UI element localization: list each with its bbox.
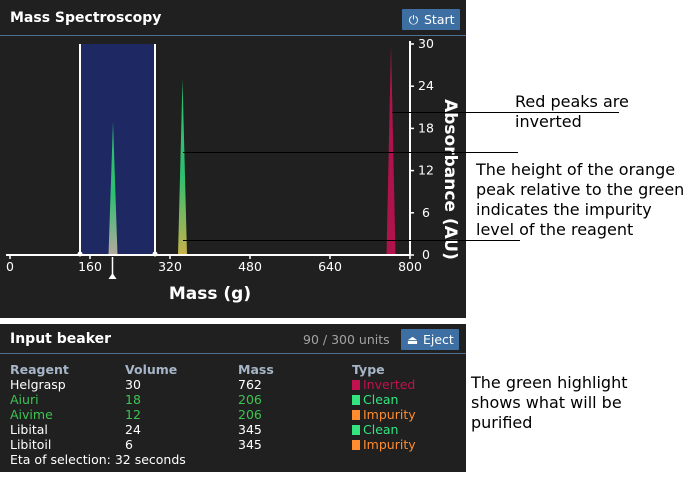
reagent-name: Aiuri [10, 392, 39, 407]
eject-icon: ⏏ [406, 333, 419, 347]
reagent-type-label: Clean [363, 422, 399, 437]
reagent-mass: 206 [238, 392, 262, 407]
header-type: Type [352, 362, 385, 377]
x-tick-label: 800 [398, 259, 422, 274]
header-volume: Volume [125, 362, 178, 377]
reagent-mass: 762 [238, 377, 262, 392]
beaker-header: Input beaker 90 / 300 units ⏏ Eject [0, 324, 466, 354]
header-reagent: Reagent [10, 362, 69, 377]
annotation-green-highlight: The green highlight shows what will be p… [471, 373, 628, 432]
reagent-type-label: Impurity [363, 437, 416, 452]
reagent-type-label: Clean [363, 392, 399, 407]
x-axis-title: Mass (g) [169, 284, 251, 304]
eject-button[interactable]: ⏏ Eject [401, 329, 459, 350]
y-tick-label: 18 [418, 120, 434, 135]
beaker-units: 90 / 300 units [303, 332, 390, 347]
type-swatch [352, 380, 360, 390]
annotation-line-orange-base [183, 240, 520, 241]
spectroscopy-title: Mass Spectroscopy [10, 10, 162, 26]
power-icon: ⏻ [408, 13, 419, 27]
type-swatch [352, 440, 360, 450]
annotation-red-peaks: Red peaks are inverted [515, 92, 629, 131]
type-swatch [352, 425, 360, 435]
annotation-line-red [392, 112, 619, 113]
reagent-mass: 345 [238, 422, 262, 437]
start-button-label: Start [424, 12, 455, 27]
reagent-volume: 12 [125, 407, 141, 422]
x-tick-label: 320 [158, 259, 182, 274]
reagent-volume: 24 [125, 422, 141, 437]
y-tick-label: 0 [422, 247, 430, 262]
reagent-name: Libital [10, 422, 48, 437]
reagent-mass: 345 [238, 437, 262, 452]
y-tick-label: 24 [418, 78, 434, 93]
spectrum-chart: 0 160 320 480 640 800 30 24 18 12 6 0 Mass (g) Abso… [6, 37, 460, 304]
reagent-type: Clean [352, 392, 398, 407]
spectrum-peak [386, 44, 396, 255]
spectroscopy-header: Mass Spectroscopy ⏻ Start [0, 0, 466, 36]
eta-text: Eta of selection: 32 seconds [10, 452, 186, 467]
selection-handle-dot[interactable] [152, 251, 158, 257]
beaker-title: Input beaker [10, 331, 112, 347]
reagent-type-label: Inverted [363, 377, 416, 392]
reagent-type: Inverted [352, 377, 415, 392]
reagent-volume: 6 [125, 437, 133, 452]
eject-button-label: Eject [423, 332, 454, 347]
x-tick-label: 640 [318, 259, 342, 274]
x-tick-label: 160 [78, 259, 102, 274]
y-axis-title: Absorbance (AU) [440, 99, 460, 260]
type-swatch [352, 395, 360, 405]
selection-handle-dot[interactable] [77, 251, 83, 257]
x-tick-label: 480 [238, 259, 262, 274]
reagent-mass: 206 [238, 407, 262, 422]
reagent-name: Aivime [10, 407, 53, 422]
y-tick-label: 6 [422, 205, 430, 220]
input-beaker-panel: Input beaker 90 / 300 units ⏏ Eject Reage… [0, 324, 466, 472]
range-marker-arrow[interactable] [108, 273, 117, 279]
reagent-name: Libitoil [10, 437, 52, 452]
reagent-type: Impurity [352, 437, 416, 452]
header-mass: Mass [238, 362, 274, 377]
start-button[interactable]: ⏻ Start [402, 9, 460, 30]
reagent-volume: 30 [125, 377, 141, 392]
reagent-name: Helgrasp [10, 377, 66, 392]
annotation-orange-peak: The height of the orange peak relative t… [476, 160, 685, 239]
mass-spectroscopy-panel: Mass Spectroscopy ⏻ Start 0 160 320 480 640 80… [0, 0, 466, 318]
y-tick-label: 30 [418, 37, 434, 51]
selection-highlight[interactable] [80, 44, 155, 255]
spectrum-peak [178, 79, 187, 255]
reagent-type: Clean [352, 422, 398, 437]
x-tick-label: 0 [6, 259, 14, 274]
reagent-type-label: Impurity [363, 407, 416, 422]
reagent-volume: 18 [125, 392, 141, 407]
spectrum-peak [108, 121, 118, 255]
y-tick-label: 12 [418, 163, 434, 178]
reagent-type: Impurity [352, 407, 416, 422]
annotation-line-orange-top [183, 152, 518, 153]
type-swatch [352, 410, 360, 420]
